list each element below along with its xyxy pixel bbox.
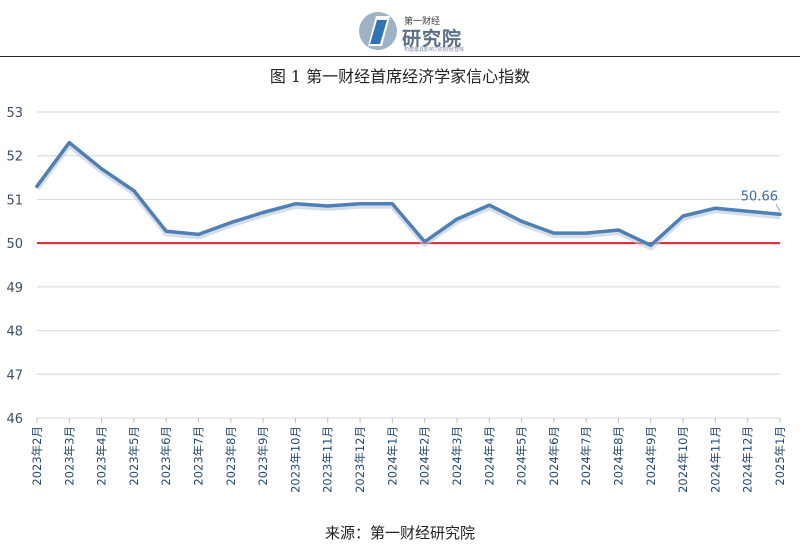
header-divider xyxy=(0,56,800,57)
data-point xyxy=(132,189,136,193)
data-point xyxy=(584,231,588,235)
data-point xyxy=(261,211,265,215)
x-tick-label: 2023年10月 xyxy=(288,426,302,493)
x-tick-label: 2023年6月 xyxy=(159,426,173,486)
logo-big-text: 研究院 xyxy=(402,28,463,50)
brand-logo: 第一财经 研究院 构建最具影响力的财经智库 xyxy=(358,8,468,54)
x-tick-label: 2023年9月 xyxy=(256,426,270,486)
data-point xyxy=(100,167,104,171)
chart-title: 图 1 第一财经首席经济学家信心指数 xyxy=(269,67,531,86)
logo-tagline: 构建最具影响力的财经智库 xyxy=(404,47,465,53)
data-point xyxy=(35,184,39,188)
notebook-logo-icon xyxy=(359,12,397,50)
x-tick-label: 2023年2月 xyxy=(30,426,44,486)
data-point xyxy=(326,204,330,208)
data-point xyxy=(358,202,362,206)
source-note: 来源：第一财经研究院 xyxy=(324,524,475,542)
data-point xyxy=(520,219,524,223)
x-tick-label: 2024年3月 xyxy=(450,426,464,486)
x-tick-label: 2023年11月 xyxy=(321,426,335,493)
x-tick-label: 2024年8月 xyxy=(611,426,625,486)
x-tick-label: 2023年12月 xyxy=(353,426,367,493)
logo-small-text: 第一财经 xyxy=(404,17,441,27)
data-point xyxy=(164,229,168,233)
x-tick-label: 2023年4月 xyxy=(95,426,109,486)
series-line xyxy=(35,140,782,248)
data-point xyxy=(616,228,620,232)
line-chart: 46 47 48 49 50 51 52 53 2023年2月 2023年3月 2023年4月 202… xyxy=(6,106,787,493)
x-tick-label: 2024年10月 xyxy=(676,426,690,493)
data-point xyxy=(778,212,782,216)
y-tick-label: 53 xyxy=(6,106,23,121)
data-point xyxy=(229,221,233,225)
x-tick-label: 2023年5月 xyxy=(127,426,141,486)
x-tick-label: 2024年1月 xyxy=(385,426,399,486)
data-label-leader xyxy=(775,204,781,212)
x-tick-label: 2023年8月 xyxy=(224,426,238,486)
data-point xyxy=(649,243,653,247)
data-label: 50.66 xyxy=(741,189,778,204)
data-point xyxy=(746,209,750,213)
series-line-shadow xyxy=(34,141,781,251)
y-tick-label: 52 xyxy=(6,150,23,165)
data-point xyxy=(293,202,297,206)
x-tick-label: 2023年3月 xyxy=(62,426,76,486)
y-tick-label: 46 xyxy=(6,412,23,427)
data-point xyxy=(681,214,685,218)
data-point xyxy=(487,203,491,207)
x-tick-label: 2025年1月 xyxy=(773,426,787,486)
y-tick-label: 49 xyxy=(6,281,23,296)
y-tick-label: 47 xyxy=(6,368,23,383)
data-point xyxy=(455,217,459,221)
data-point xyxy=(390,202,394,206)
x-tick-label: 2024年12月 xyxy=(741,426,755,493)
y-tick-label: 48 xyxy=(6,325,23,340)
x-tick-label: 2024年2月 xyxy=(418,426,432,486)
data-point xyxy=(67,141,71,145)
data-point xyxy=(197,232,201,236)
data-point xyxy=(423,240,427,244)
x-tick-label: 2023年7月 xyxy=(192,426,206,486)
x-tick-label: 2024年4月 xyxy=(482,426,496,486)
data-point xyxy=(552,231,556,235)
x-tick-label: 2024年7月 xyxy=(579,426,593,486)
x-tick-label: 2024年9月 xyxy=(644,426,658,486)
y-tick-label: 50 xyxy=(6,237,23,252)
x-tick-label: 2024年11月 xyxy=(708,426,722,493)
data-point xyxy=(713,206,717,210)
x-tick-label: 2024年5月 xyxy=(515,426,529,486)
x-tick-label: 2024年6月 xyxy=(547,426,561,486)
y-tick-label: 51 xyxy=(6,193,23,208)
